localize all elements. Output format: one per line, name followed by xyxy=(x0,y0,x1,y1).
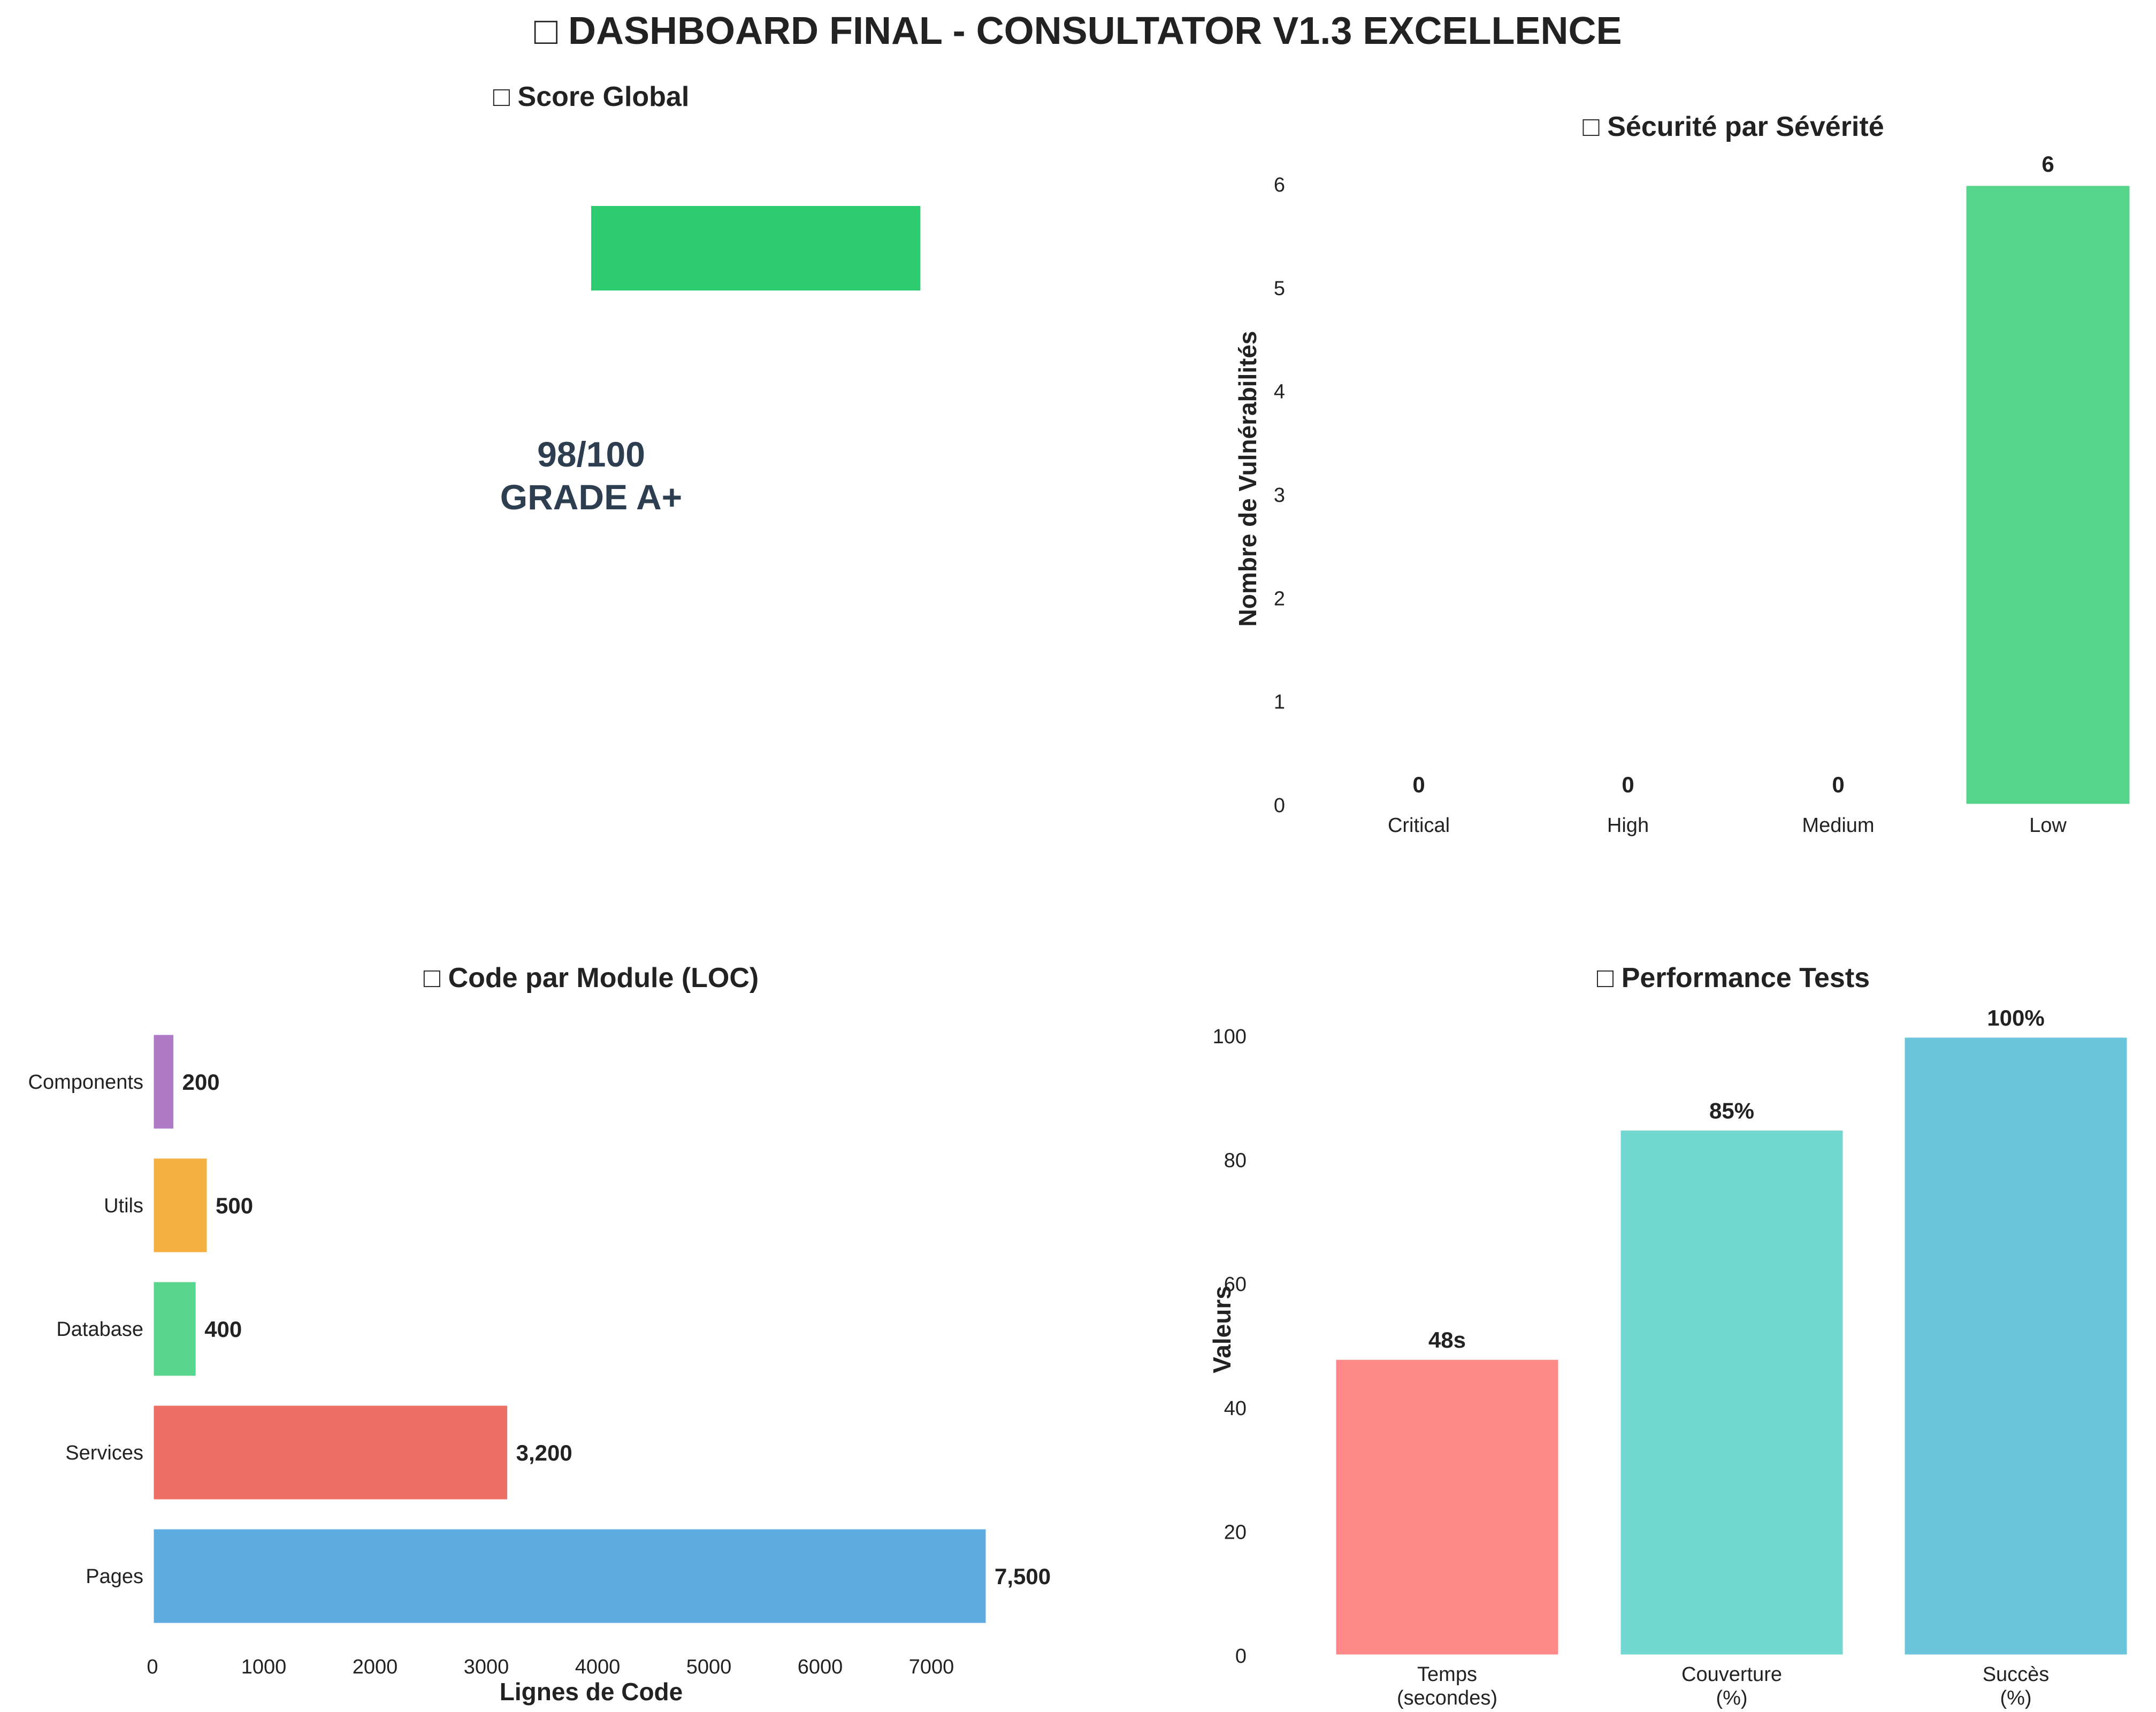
security-y-tick: 6 xyxy=(1274,174,1285,196)
performance-x-tick: (%) xyxy=(1716,1687,1747,1709)
code-module-value-label: 200 xyxy=(182,1069,220,1095)
code-module-bar-database xyxy=(151,1279,198,1379)
performance-y-tick: 100 xyxy=(1213,1026,1247,1048)
security-x-tick: Low xyxy=(2029,814,2067,837)
security-x-tick: Critical xyxy=(1388,814,1450,837)
performance-y-tick: 80 xyxy=(1224,1150,1247,1172)
code-module-panel: □ Code par Module (LOC) Lignes de Code 0… xyxy=(28,962,1051,1706)
code-module-y-tick: Components xyxy=(28,1071,143,1094)
score-global-title: □ Score Global xyxy=(493,81,690,112)
code-module-value-label: 7,500 xyxy=(995,1564,1051,1589)
code-module-bar-utils xyxy=(151,1156,210,1255)
code-module-bar-components xyxy=(151,1032,177,1132)
security-x-tick: Medium xyxy=(1802,814,1874,837)
performance-bar xyxy=(1618,1128,1846,1657)
performance-y-tick: 40 xyxy=(1224,1397,1247,1420)
performance-value-label: 48s xyxy=(1428,1327,1466,1352)
code-module-y-tick: Database xyxy=(56,1318,143,1341)
security-y-tick: 3 xyxy=(1274,484,1285,507)
code-module-y-tick: Pages xyxy=(86,1565,143,1588)
security-y-tick: 4 xyxy=(1274,381,1285,403)
performance-bar xyxy=(1333,1357,1561,1657)
performance-bar xyxy=(1902,1035,2130,1657)
code-module-x-tick: 3000 xyxy=(464,1656,509,1678)
performance-value-label: 85% xyxy=(1709,1098,1754,1124)
performance-x-tick: Couverture xyxy=(1681,1663,1782,1686)
code-module-x-axis-label: Lignes de Code xyxy=(500,1678,683,1706)
security-y-tick: 0 xyxy=(1274,794,1285,817)
code-module-x-tick: 2000 xyxy=(353,1656,398,1678)
security-y-axis-label: Nombre de Vulnérabilités xyxy=(1234,331,1262,627)
code-module-y-tick: Utils xyxy=(104,1195,143,1217)
security-title: □ Sécurité par Sévérité xyxy=(1582,111,1884,142)
performance-x-tick: (%) xyxy=(2000,1687,2031,1709)
dashboard-title: □ DASHBOARD FINAL - CONSULTATOR V1.3 EXC… xyxy=(534,10,1622,52)
performance-y-tick: 20 xyxy=(1224,1521,1247,1543)
performance-tests-panel: □ Performance Tests Valeurs 0 20 40 60 80 100… xyxy=(1208,962,2130,1709)
code-module-title: □ Code par Module (LOC) xyxy=(424,962,759,993)
security-value-label: 0 xyxy=(1832,772,1844,797)
security-value-label: 6 xyxy=(2042,151,2054,177)
grade-value: GRADE A+ xyxy=(500,477,682,517)
security-value-label: 0 xyxy=(1622,772,1634,797)
security-y-tick: 1 xyxy=(1274,691,1285,714)
performance-title: □ Performance Tests xyxy=(1597,962,1870,993)
code-module-value-label: 500 xyxy=(216,1193,253,1218)
security-value-label: 0 xyxy=(1412,772,1425,797)
score-value: 98/100 xyxy=(537,434,645,474)
performance-x-tick: (secondes) xyxy=(1397,1687,1497,1709)
security-y-tick: 2 xyxy=(1274,587,1285,610)
code-module-x-tick: 7000 xyxy=(909,1656,954,1678)
code-module-bar-services xyxy=(151,1403,510,1502)
code-module-x-tick: 5000 xyxy=(686,1656,732,1678)
performance-y-axis-label: Valeurs xyxy=(1208,1286,1236,1373)
performance-y-tick: 60 xyxy=(1224,1273,1247,1296)
code-module-value-label: 3,200 xyxy=(516,1440,572,1465)
code-module-x-tick: 4000 xyxy=(575,1656,621,1678)
score-global-panel: □ Score Global 98/100 GRADE A+ xyxy=(493,81,921,517)
security-severity-panel: □ Sécurité par Sévérité Nombre de Vulnér… xyxy=(1234,111,2132,837)
code-module-bar-pages xyxy=(151,1526,989,1626)
performance-value-label: 100% xyxy=(1987,1005,2044,1030)
security-bar-low xyxy=(1963,183,2132,807)
security-y-tick: 5 xyxy=(1274,277,1285,300)
code-module-x-tick: 0 xyxy=(147,1656,158,1678)
performance-x-tick: Temps xyxy=(1417,1663,1477,1686)
score-gauge-bar xyxy=(591,206,921,291)
security-x-tick: High xyxy=(1607,814,1649,837)
performance-y-tick: 0 xyxy=(1235,1645,1247,1668)
code-module-x-tick: 1000 xyxy=(241,1656,287,1678)
performance-x-tick: Succès xyxy=(1983,1663,2050,1686)
code-module-value-label: 400 xyxy=(204,1317,242,1342)
code-module-y-tick: Services xyxy=(65,1442,143,1464)
code-module-x-tick: 6000 xyxy=(798,1656,843,1678)
